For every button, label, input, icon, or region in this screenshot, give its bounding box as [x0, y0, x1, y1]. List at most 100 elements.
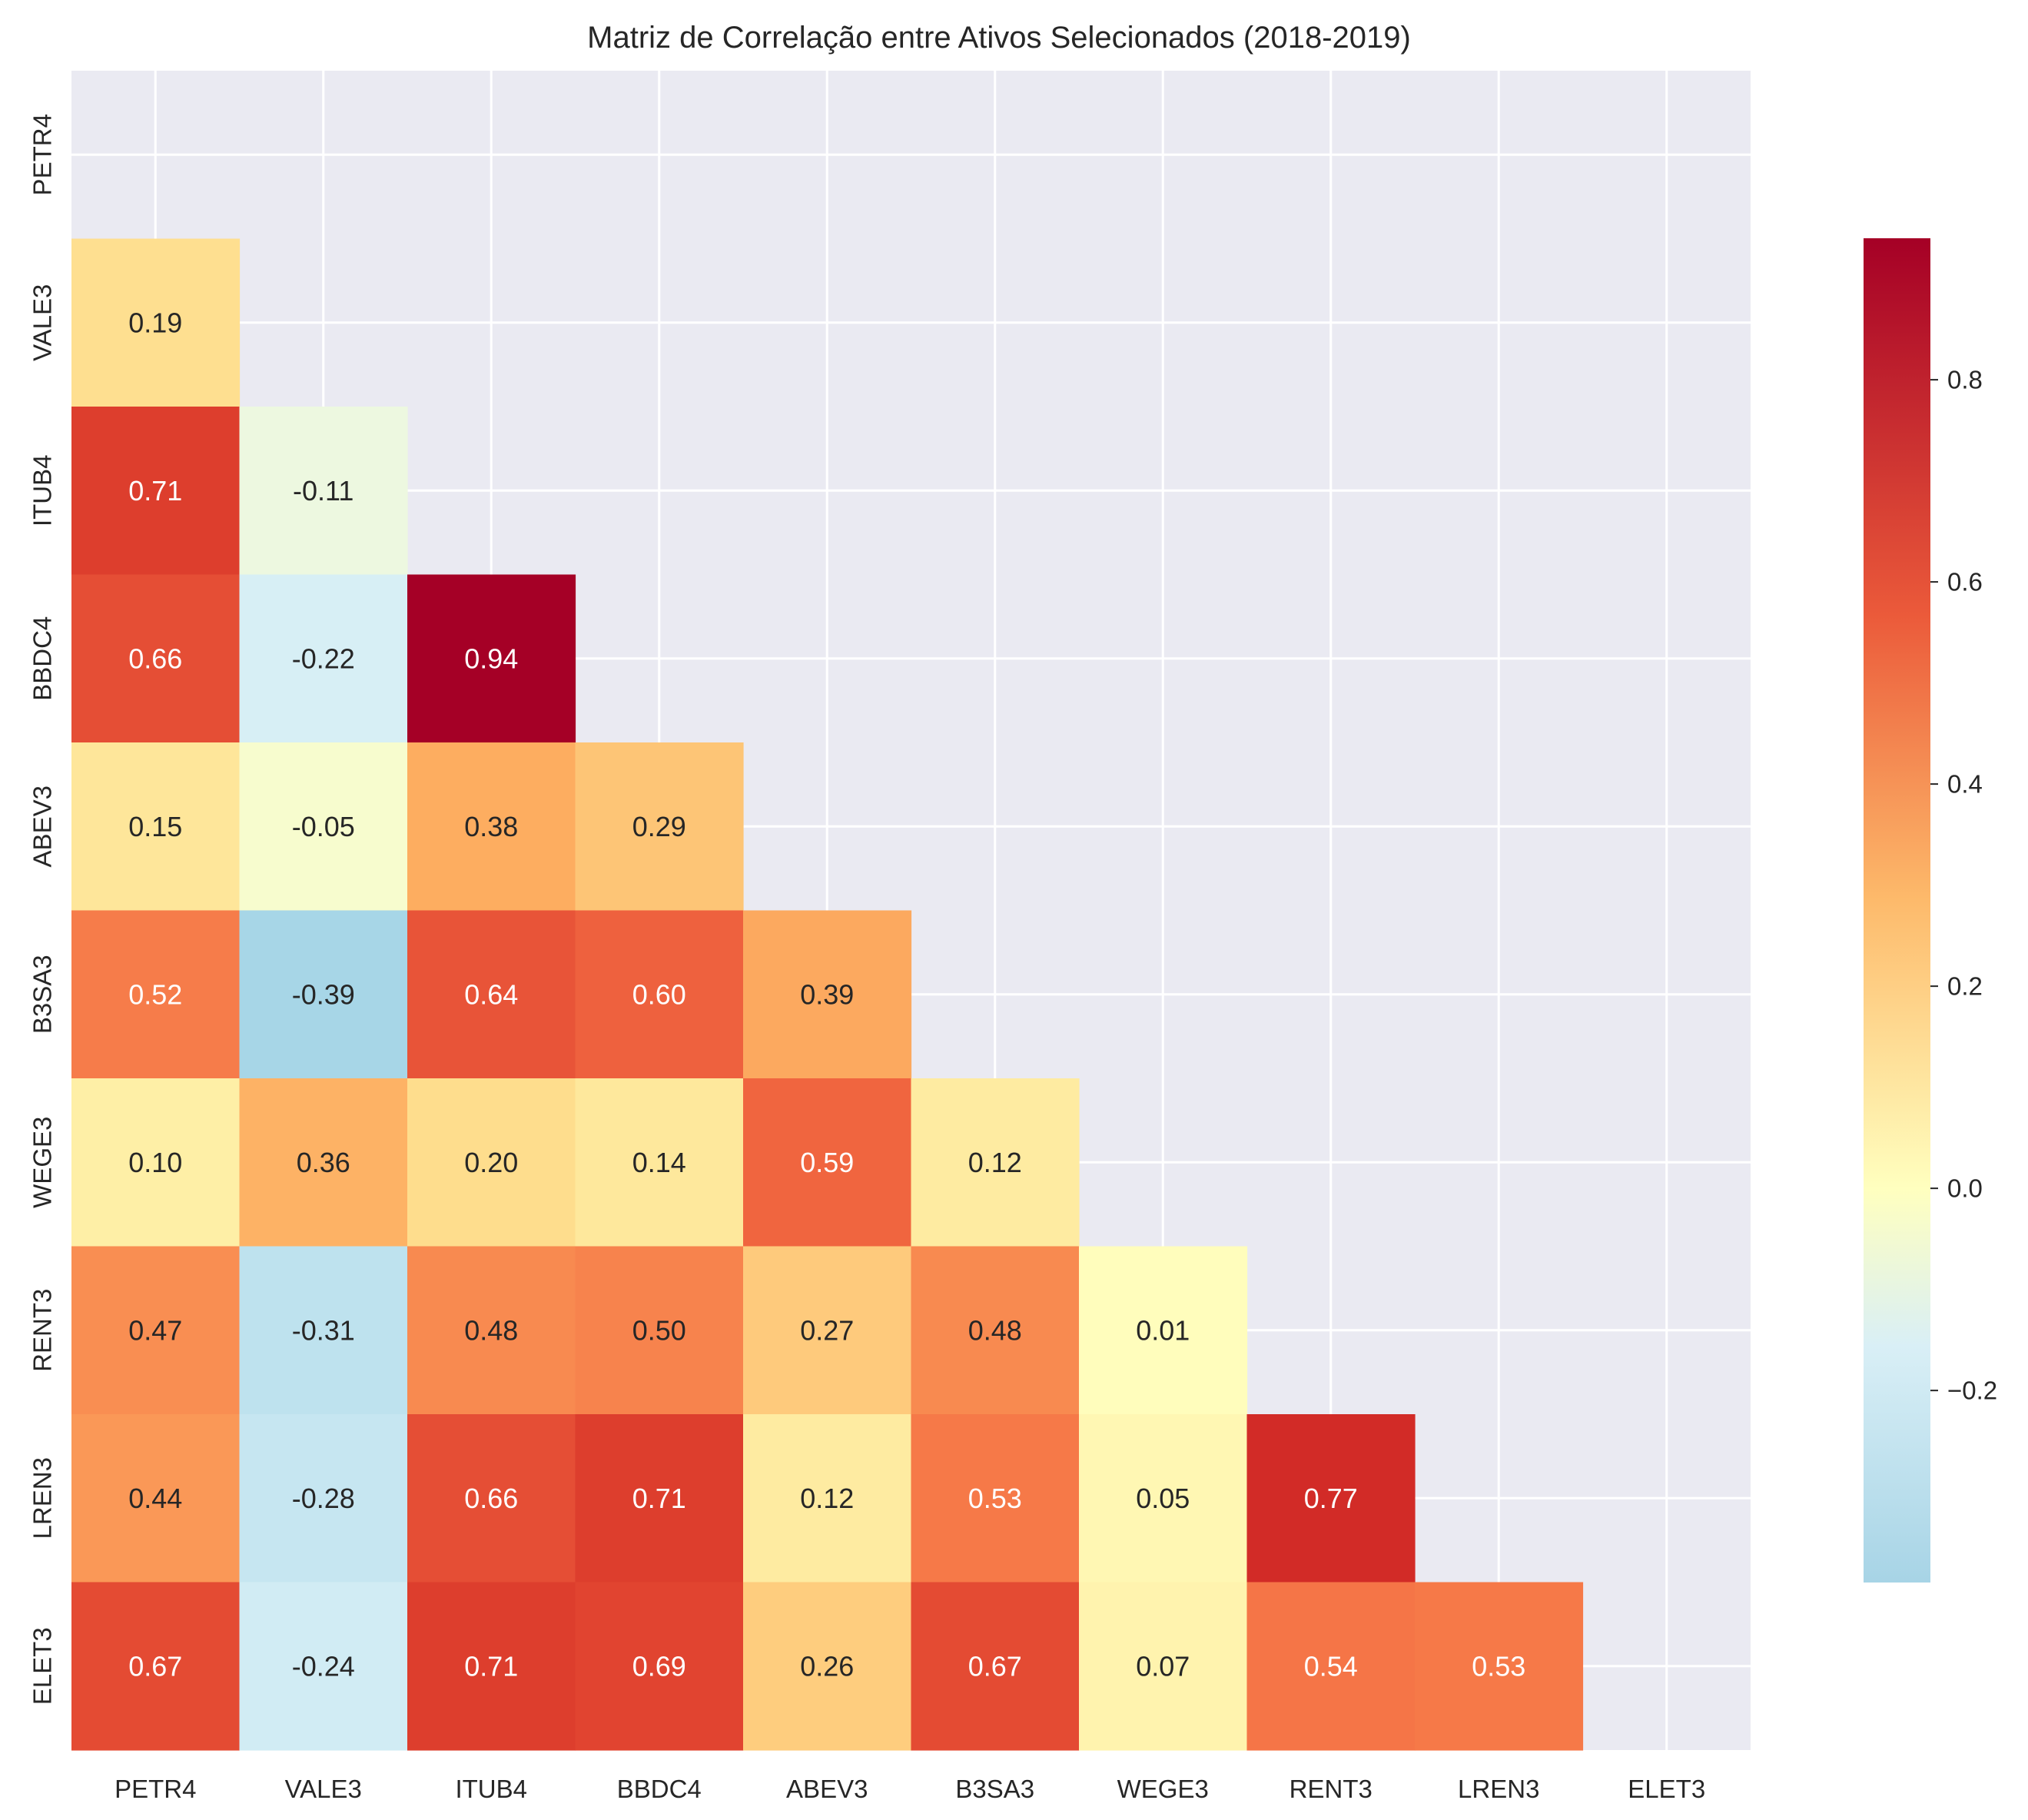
- heatmap-cell-b3sa3-bbdc4: [575, 910, 744, 1079]
- x-tick-label-b3sa3: B3SA3: [955, 1775, 1034, 1803]
- heatmap-cell-itub4-vale3: [239, 407, 408, 576]
- cell-value-label: -0.05: [292, 811, 355, 842]
- heatmap-cell-abev3-bbdc4: [575, 742, 744, 912]
- cell-value-label: 0.48: [464, 1314, 518, 1346]
- heatmap-cell-lren3-rent3: [1246, 1414, 1416, 1583]
- cell-value-label: 0.71: [128, 475, 182, 506]
- cell-value-label: 0.15: [128, 811, 182, 842]
- cell-value-label: 0.64: [464, 978, 518, 1010]
- heatmap-cell-elet3-rent3: [1246, 1582, 1416, 1751]
- y-axis-ticks: PETR4 VALE3 ITUB4 BBDC4 ABEV3 B3SA3 WEGE3 RENT3…: [28, 114, 57, 1705]
- heatmap-cell-rent3-wege3: [1079, 1246, 1248, 1415]
- y-tick-label-lren3: LREN3: [28, 1457, 57, 1539]
- cell-value-label: 0.14: [632, 1147, 686, 1178]
- cell-value-label: 0.69: [632, 1650, 686, 1682]
- cell-value-label: 0.48: [968, 1314, 1022, 1346]
- heatmap-cell-lren3-abev3: [743, 1414, 912, 1583]
- heatmap-cell-lren3-wege3: [1079, 1414, 1248, 1583]
- y-tick-label-itub4: ITUB4: [28, 454, 57, 526]
- heatmap-cell-bbdc4-itub4: [407, 574, 576, 743]
- heatmap-cell-rent3-itub4: [407, 1246, 576, 1415]
- cell-value-label: 0.20: [464, 1147, 518, 1178]
- x-tick-label-wege3: WEGE3: [1117, 1775, 1209, 1803]
- cell-value-label: -0.11: [293, 475, 353, 506]
- heatmap-cell-b3sa3-petr4: [71, 910, 241, 1079]
- cell-value-label: 0.36: [297, 1147, 350, 1178]
- x-axis-ticks: PETR4 VALE3 ITUB4 BBDC4 ABEV3 B3SA3 WEGE3 RENT3…: [115, 1775, 1705, 1803]
- colorbar: [1864, 238, 1930, 1583]
- heatmap-cell-bbdc4-petr4: [71, 574, 241, 743]
- x-tick-label-petr4: PETR4: [115, 1775, 196, 1803]
- heatmap-cells: 0.19 0.71 -0.11 0.66 -0.22 0.94 0.15 -0.05 0.38 0…: [71, 238, 1584, 1751]
- y-tick-label-bbdc4: BBDC4: [28, 616, 57, 701]
- heatmap-cell-elet3-wege3: [1079, 1582, 1248, 1751]
- y-tick-label-rent3: RENT3: [28, 1289, 57, 1372]
- colorbar-tick-label: 0.4: [1947, 770, 1983, 799]
- cell-value-label: 0.26: [800, 1650, 854, 1682]
- heatmap-cell-elet3-bbdc4: [575, 1582, 744, 1751]
- heatmap-cell-lren3-bbdc4: [575, 1414, 744, 1583]
- cell-value-label: 0.39: [800, 978, 854, 1010]
- heatmap-cell-wege3-petr4: [71, 1078, 241, 1247]
- cell-value-label: 0.67: [968, 1650, 1022, 1682]
- cell-value-label: -0.31: [292, 1314, 355, 1346]
- cell-value-label: 0.19: [128, 307, 182, 338]
- cell-value-label: 0.50: [632, 1314, 686, 1346]
- heatmap-cell-bbdc4-vale3: [239, 574, 408, 743]
- x-tick-label-itub4: ITUB4: [455, 1775, 527, 1803]
- x-tick-label-elet3: ELET3: [1628, 1775, 1705, 1803]
- cell-value-label: 0.60: [632, 978, 686, 1010]
- cell-value-label: 0.38: [464, 811, 518, 842]
- heatmap-cell-vale3-petr4: [71, 238, 241, 407]
- heatmap-cell-lren3-b3sa3: [911, 1414, 1080, 1583]
- y-tick-label-abev3: ABEV3: [28, 785, 57, 867]
- y-tick-label-b3sa3: B3SA3: [28, 955, 57, 1034]
- heatmap-cell-rent3-abev3: [743, 1246, 912, 1415]
- cell-value-label: -0.22: [292, 643, 355, 674]
- heatmap-cell-lren3-petr4: [71, 1414, 241, 1583]
- heatmap-cell-elet3-itub4: [407, 1582, 576, 1751]
- cell-value-label: 0.66: [464, 1483, 518, 1514]
- x-tick-label-lren3: LREN3: [1458, 1775, 1539, 1803]
- colorbar-tick-label: 0.6: [1947, 568, 1983, 596]
- cell-value-label: 0.12: [800, 1483, 854, 1514]
- heatmap-cell-lren3-itub4: [407, 1414, 576, 1583]
- cell-value-label: 0.27: [800, 1314, 854, 1346]
- heatmap-cell-abev3-vale3: [239, 742, 408, 912]
- x-tick-label-abev3: ABEV3: [786, 1775, 868, 1803]
- colorbar-ticks: 0.8 0.6 0.4 0.2 0.0 −0.2: [1930, 366, 1997, 1405]
- cell-value-label: 0.10: [128, 1147, 182, 1178]
- heatmap-cell-elet3-lren3: [1415, 1582, 1584, 1751]
- cell-value-label: 0.53: [1472, 1650, 1525, 1682]
- heatmap-cell-rent3-petr4: [71, 1246, 241, 1415]
- cell-value-label: -0.24: [292, 1650, 355, 1682]
- heatmap-cell-elet3-petr4: [71, 1582, 241, 1751]
- heatmap-cell-wege3-b3sa3: [911, 1078, 1080, 1247]
- heatmap-cell-b3sa3-abev3: [743, 910, 912, 1079]
- cell-value-label: 0.52: [128, 978, 182, 1010]
- cell-value-label: 0.77: [1304, 1483, 1358, 1514]
- y-tick-label-vale3: VALE3: [28, 284, 57, 361]
- heatmap-cell-wege3-abev3: [743, 1078, 912, 1247]
- heatmap-cell-elet3-b3sa3: [911, 1582, 1080, 1751]
- y-tick-label-petr4: PETR4: [28, 114, 57, 195]
- heatmap-cell-abev3-petr4: [71, 742, 241, 912]
- heatmap-cell-wege3-vale3: [239, 1078, 408, 1247]
- x-tick-label-vale3: VALE3: [285, 1775, 362, 1803]
- heatmap-cell-b3sa3-vale3: [239, 910, 408, 1079]
- colorbar-tick-label: −0.2: [1947, 1377, 1997, 1405]
- cell-value-label: 0.07: [1136, 1650, 1190, 1682]
- heatmap-cell-rent3-bbdc4: [575, 1246, 744, 1415]
- heatmap-cell-b3sa3-itub4: [407, 910, 576, 1079]
- heatmap-cell-abev3-itub4: [407, 742, 576, 912]
- heatmap-cell-elet3-vale3: [239, 1582, 408, 1751]
- cell-value-label: 0.01: [1136, 1314, 1190, 1346]
- cell-value-label: 0.54: [1304, 1650, 1358, 1682]
- heatmap-cell-rent3-b3sa3: [911, 1246, 1080, 1415]
- heatmap-cell-rent3-vale3: [239, 1246, 408, 1415]
- heatmap-cell-elet3-abev3: [743, 1582, 912, 1751]
- cell-value-label: 0.94: [464, 643, 518, 674]
- cell-value-label: 0.44: [128, 1483, 182, 1514]
- x-tick-label-rent3: RENT3: [1289, 1775, 1372, 1803]
